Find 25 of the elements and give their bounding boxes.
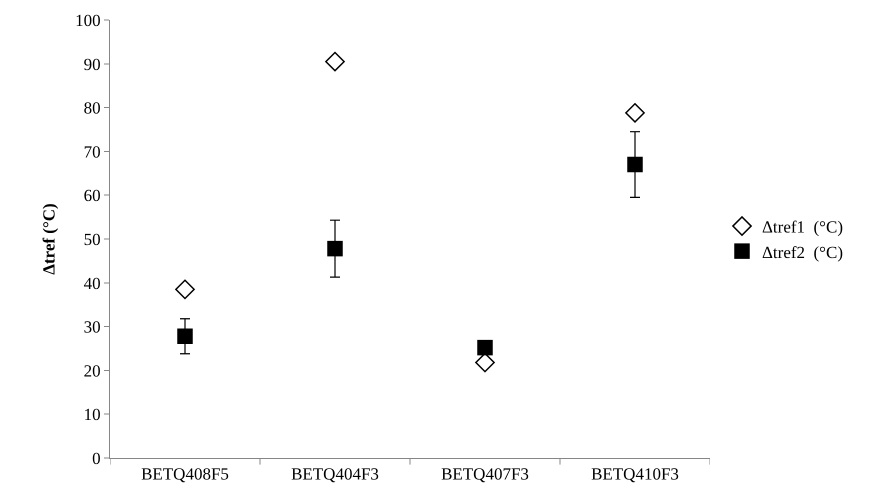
y-tick-label: 40 [84, 274, 101, 293]
point [325, 52, 345, 72]
y-tick-label: 30 [84, 318, 101, 337]
y-tick-label: 20 [84, 361, 101, 380]
y-tick-label: 10 [84, 405, 101, 424]
y-tick-label: 50 [84, 230, 101, 249]
x-tick-label: BETQ404F3 [291, 464, 379, 484]
point [477, 340, 493, 356]
y-axis-title: Δtref (°C) [40, 203, 59, 275]
x-tick-label: BETQ407F3 [441, 464, 529, 484]
point [177, 328, 193, 344]
y-tick-label: 70 [84, 142, 101, 162]
y-tick-label: 0 [92, 448, 101, 468]
point [627, 156, 643, 172]
x-tick-label: BETQ410F3 [591, 464, 679, 484]
point [625, 103, 645, 123]
x-tick-label: BETQ408F5 [141, 464, 229, 484]
legend-label: Δtref1 (°C) [762, 218, 843, 237]
y-tick-label: 80 [84, 98, 101, 118]
y-tick-label: 100 [75, 10, 101, 30]
y-tick-label: 90 [84, 54, 101, 74]
y-tick-label: 60 [84, 186, 101, 206]
point [327, 240, 343, 256]
point [175, 280, 195, 300]
legend-label: Δtref2 (°C) [762, 242, 843, 262]
